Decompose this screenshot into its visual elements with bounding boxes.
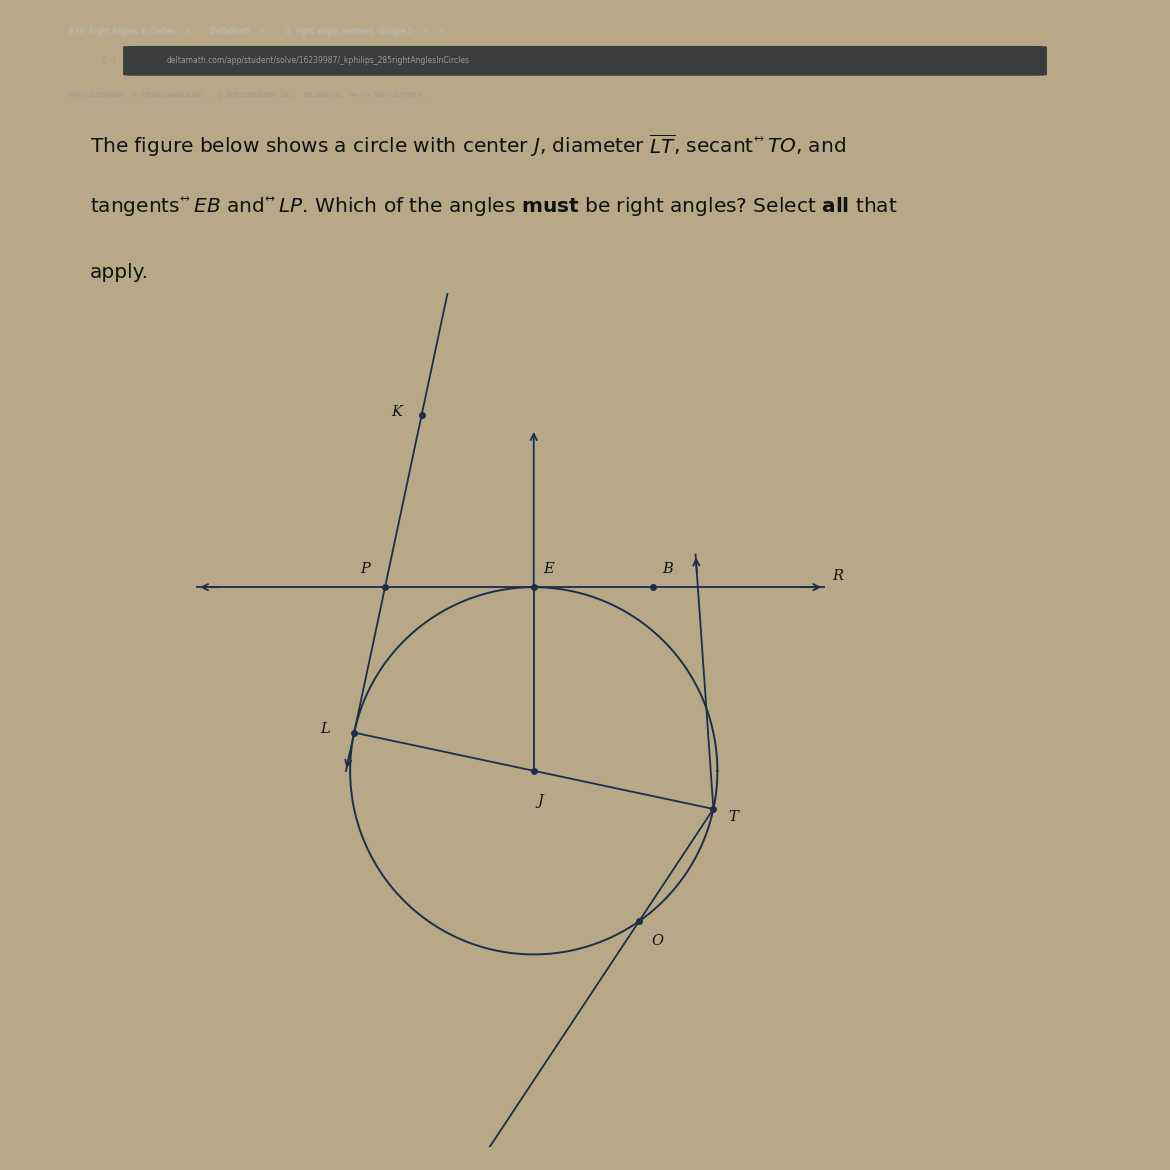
Text: J: J bbox=[538, 794, 544, 807]
Text: O: O bbox=[652, 934, 663, 948]
Text: ome | Schoology    ×  https://lausd.learn...    ⎘  Bell Schedules · Sa...    IXL: ome | Schoology × https://lausd.learn...… bbox=[68, 92, 429, 99]
Text: E: E bbox=[543, 563, 553, 577]
Text: T: T bbox=[729, 810, 738, 824]
Text: #39: Right Angles in Circles    ×        DeltaMath    ×        G  right angle nu: #39: Right Angles in Circles × DeltaMath… bbox=[68, 27, 445, 35]
Text: P: P bbox=[360, 563, 370, 577]
Text: C  ↑: C ↑ bbox=[101, 56, 117, 66]
FancyBboxPatch shape bbox=[123, 46, 1047, 76]
Text: tangents $\overleftrightarrow{EB}$ and $\overleftrightarrow{LP}$. Which of the a: tangents $\overleftrightarrow{EB}$ and $… bbox=[90, 194, 897, 218]
Text: The figure below shows a circle with center $J$, diameter $\overline{LT}$, secan: The figure below shows a circle with cen… bbox=[90, 132, 846, 159]
Text: R: R bbox=[832, 569, 842, 583]
Text: L: L bbox=[319, 722, 330, 736]
Text: B: B bbox=[662, 563, 673, 577]
Text: deltamath.com/app/student/solve/16239987/_kphilips_285rightAnglesInCircles: deltamath.com/app/student/solve/16239987… bbox=[167, 56, 470, 66]
Text: K: K bbox=[391, 405, 401, 419]
Text: apply.: apply. bbox=[90, 263, 149, 282]
